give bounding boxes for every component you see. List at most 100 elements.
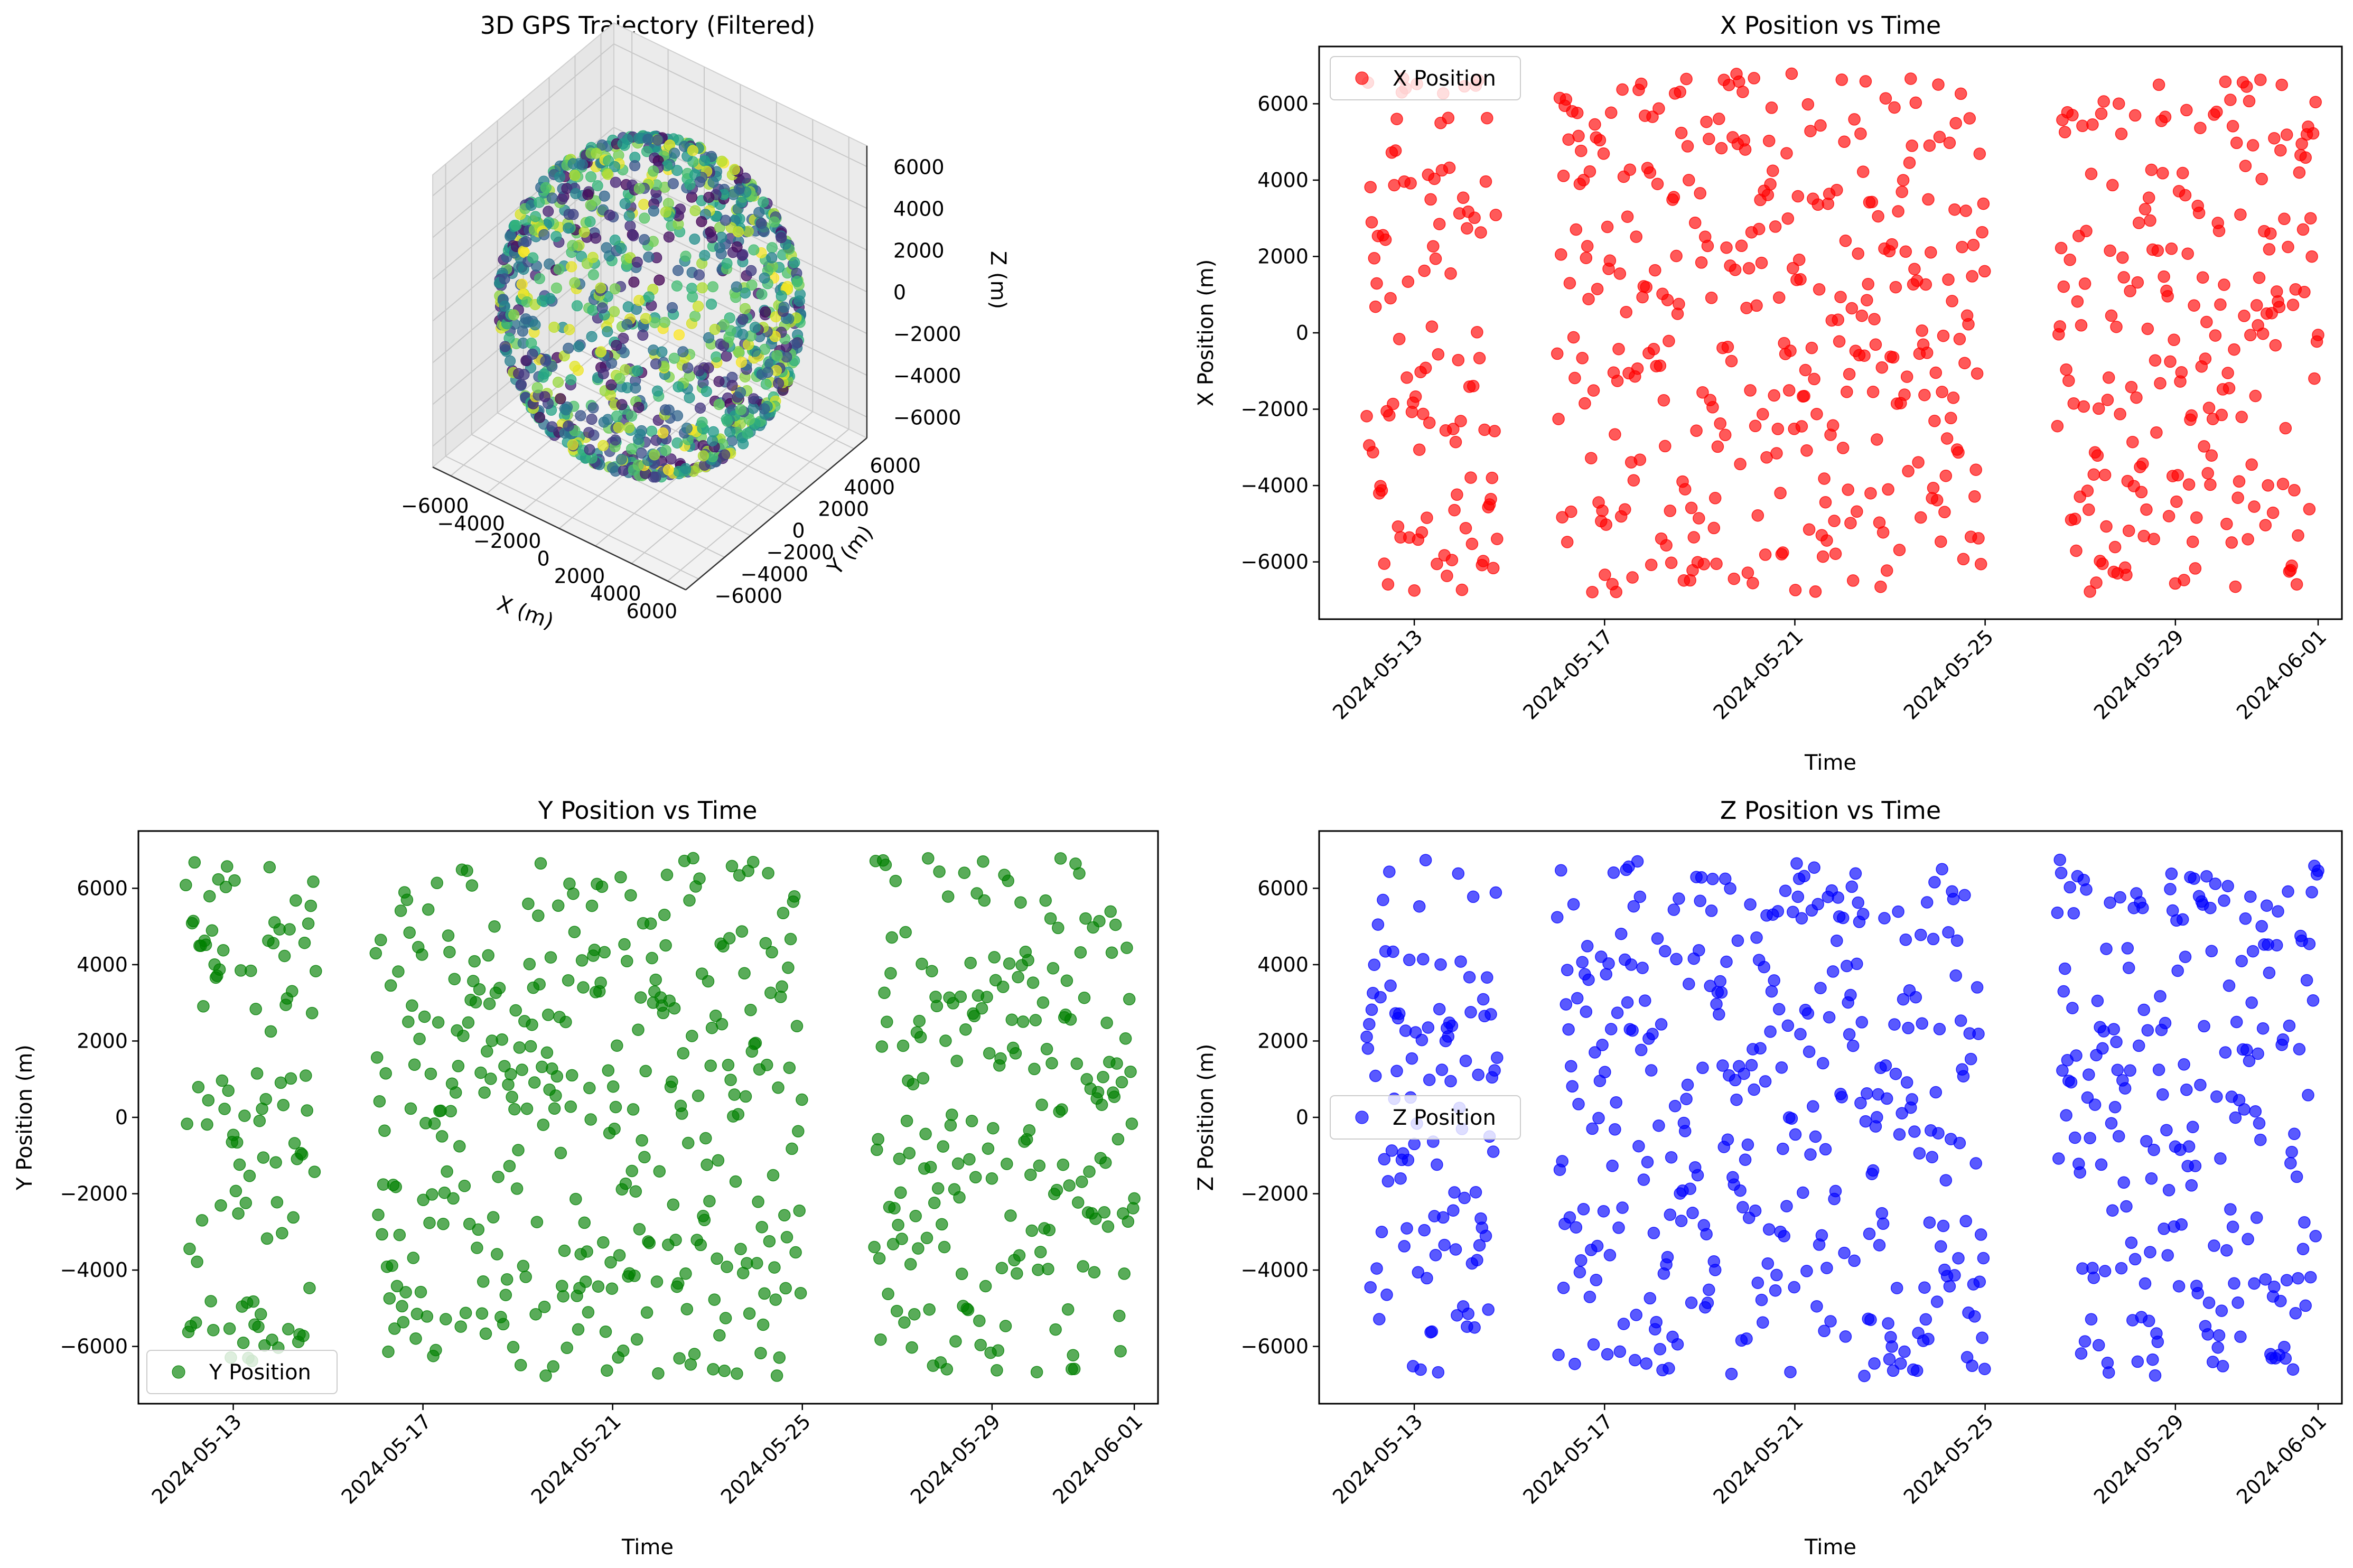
data-point xyxy=(794,1286,807,1300)
y-tick-label: −4000 xyxy=(1240,1258,1309,1282)
data-point xyxy=(406,999,418,1012)
data-point xyxy=(1577,1203,1590,1216)
data-point xyxy=(1872,210,1884,223)
data-point xyxy=(2112,1130,2125,1143)
data-point xyxy=(961,1303,975,1317)
data-point xyxy=(1876,526,1890,539)
data-point xyxy=(1009,1047,1022,1060)
data-point-3d xyxy=(609,235,621,246)
data-point-3d xyxy=(636,447,647,459)
data-point-3d xyxy=(748,393,760,405)
data-point xyxy=(981,991,993,1003)
data-point xyxy=(2128,1253,2142,1266)
data-point xyxy=(1585,452,1598,464)
data-point-3d xyxy=(735,197,747,208)
data-point xyxy=(1652,1119,1665,1132)
data-point xyxy=(1846,574,1860,587)
data-point-3d xyxy=(675,203,686,215)
data-point xyxy=(1888,101,1901,114)
data-point xyxy=(2243,95,2256,108)
data-point xyxy=(2292,529,2304,542)
data-point-3d xyxy=(771,350,783,361)
y-tick-label: 6000 xyxy=(1257,92,1309,115)
data-point-3d xyxy=(671,165,683,176)
data-point xyxy=(950,1054,963,1067)
data-point xyxy=(484,1072,497,1085)
x-axis-label-3d: X (m) xyxy=(494,591,557,634)
tick-label-3d: −2000 xyxy=(767,541,835,564)
data-point xyxy=(2152,78,2165,91)
data-point xyxy=(1915,928,1927,941)
data-point xyxy=(1697,558,1711,571)
data-point xyxy=(479,1327,492,1340)
tick-label-3d: 4000 xyxy=(844,476,895,499)
data-point xyxy=(1640,281,1652,294)
data-point-3d xyxy=(567,158,579,170)
data-point xyxy=(1591,1239,1604,1253)
data-point xyxy=(1770,447,1783,460)
data-point xyxy=(759,937,772,950)
data-point xyxy=(762,866,774,880)
data-point xyxy=(790,1020,804,1033)
data-point xyxy=(673,1352,686,1365)
data-point xyxy=(2170,495,2183,508)
data-point-3d xyxy=(534,197,545,208)
data-point xyxy=(1913,1147,1926,1160)
data-point-3d xyxy=(548,321,560,333)
data-point-3d xyxy=(569,170,581,181)
data-point xyxy=(2100,942,2113,955)
data-point xyxy=(2053,320,2066,333)
data-point xyxy=(779,1282,792,1295)
data-point xyxy=(660,869,674,881)
data-point xyxy=(1101,1220,1115,1233)
data-point xyxy=(1421,1272,1433,1285)
data-point xyxy=(1079,912,1092,925)
data-point xyxy=(1025,1224,1038,1237)
data-point xyxy=(2135,486,2148,499)
data-point xyxy=(767,1169,780,1182)
data-point xyxy=(772,1081,785,1094)
data-point-3d xyxy=(564,324,575,335)
data-point xyxy=(1408,584,1421,597)
data-point xyxy=(2142,191,2155,204)
data-point xyxy=(1962,318,1975,331)
data-point xyxy=(1748,72,1760,85)
data-point xyxy=(1024,1168,1037,1181)
data-point xyxy=(1582,293,1595,305)
data-point xyxy=(894,1186,907,1199)
data-point xyxy=(1586,1122,1599,1135)
data-point-3d xyxy=(553,264,565,275)
data-point xyxy=(1741,1138,1754,1151)
data-point-3d xyxy=(611,410,622,422)
data-point xyxy=(1471,1254,1483,1266)
gridline-3d xyxy=(432,43,614,197)
data-point-3d xyxy=(615,453,627,465)
data-point xyxy=(1715,142,1728,155)
data-point xyxy=(1479,1229,1492,1243)
data-point xyxy=(1729,264,1742,276)
data-point xyxy=(288,1137,301,1150)
data-point xyxy=(1814,119,1827,132)
data-point xyxy=(204,1295,217,1308)
data-point-3d xyxy=(605,379,617,391)
data-point xyxy=(487,1211,500,1224)
data-point xyxy=(1390,1065,1403,1078)
data-point xyxy=(1444,267,1457,280)
legend-box-y xyxy=(146,1350,338,1394)
data-point-3d xyxy=(626,443,637,455)
data-point xyxy=(2246,945,2259,958)
data-point xyxy=(1557,1282,1570,1294)
data-point xyxy=(755,1220,768,1234)
data-point xyxy=(223,1322,236,1335)
data-point xyxy=(2268,132,2281,145)
data-point xyxy=(1489,886,1502,899)
data-point xyxy=(199,938,212,951)
data-point xyxy=(1858,349,1871,362)
data-point xyxy=(2097,1025,2110,1038)
data-point xyxy=(1826,965,1840,978)
data-point xyxy=(2104,244,2116,257)
data-point xyxy=(1667,903,1680,916)
z-axis-label-3d: Z (m) xyxy=(986,251,1010,309)
data-point xyxy=(532,909,545,922)
data-point xyxy=(679,1267,692,1280)
